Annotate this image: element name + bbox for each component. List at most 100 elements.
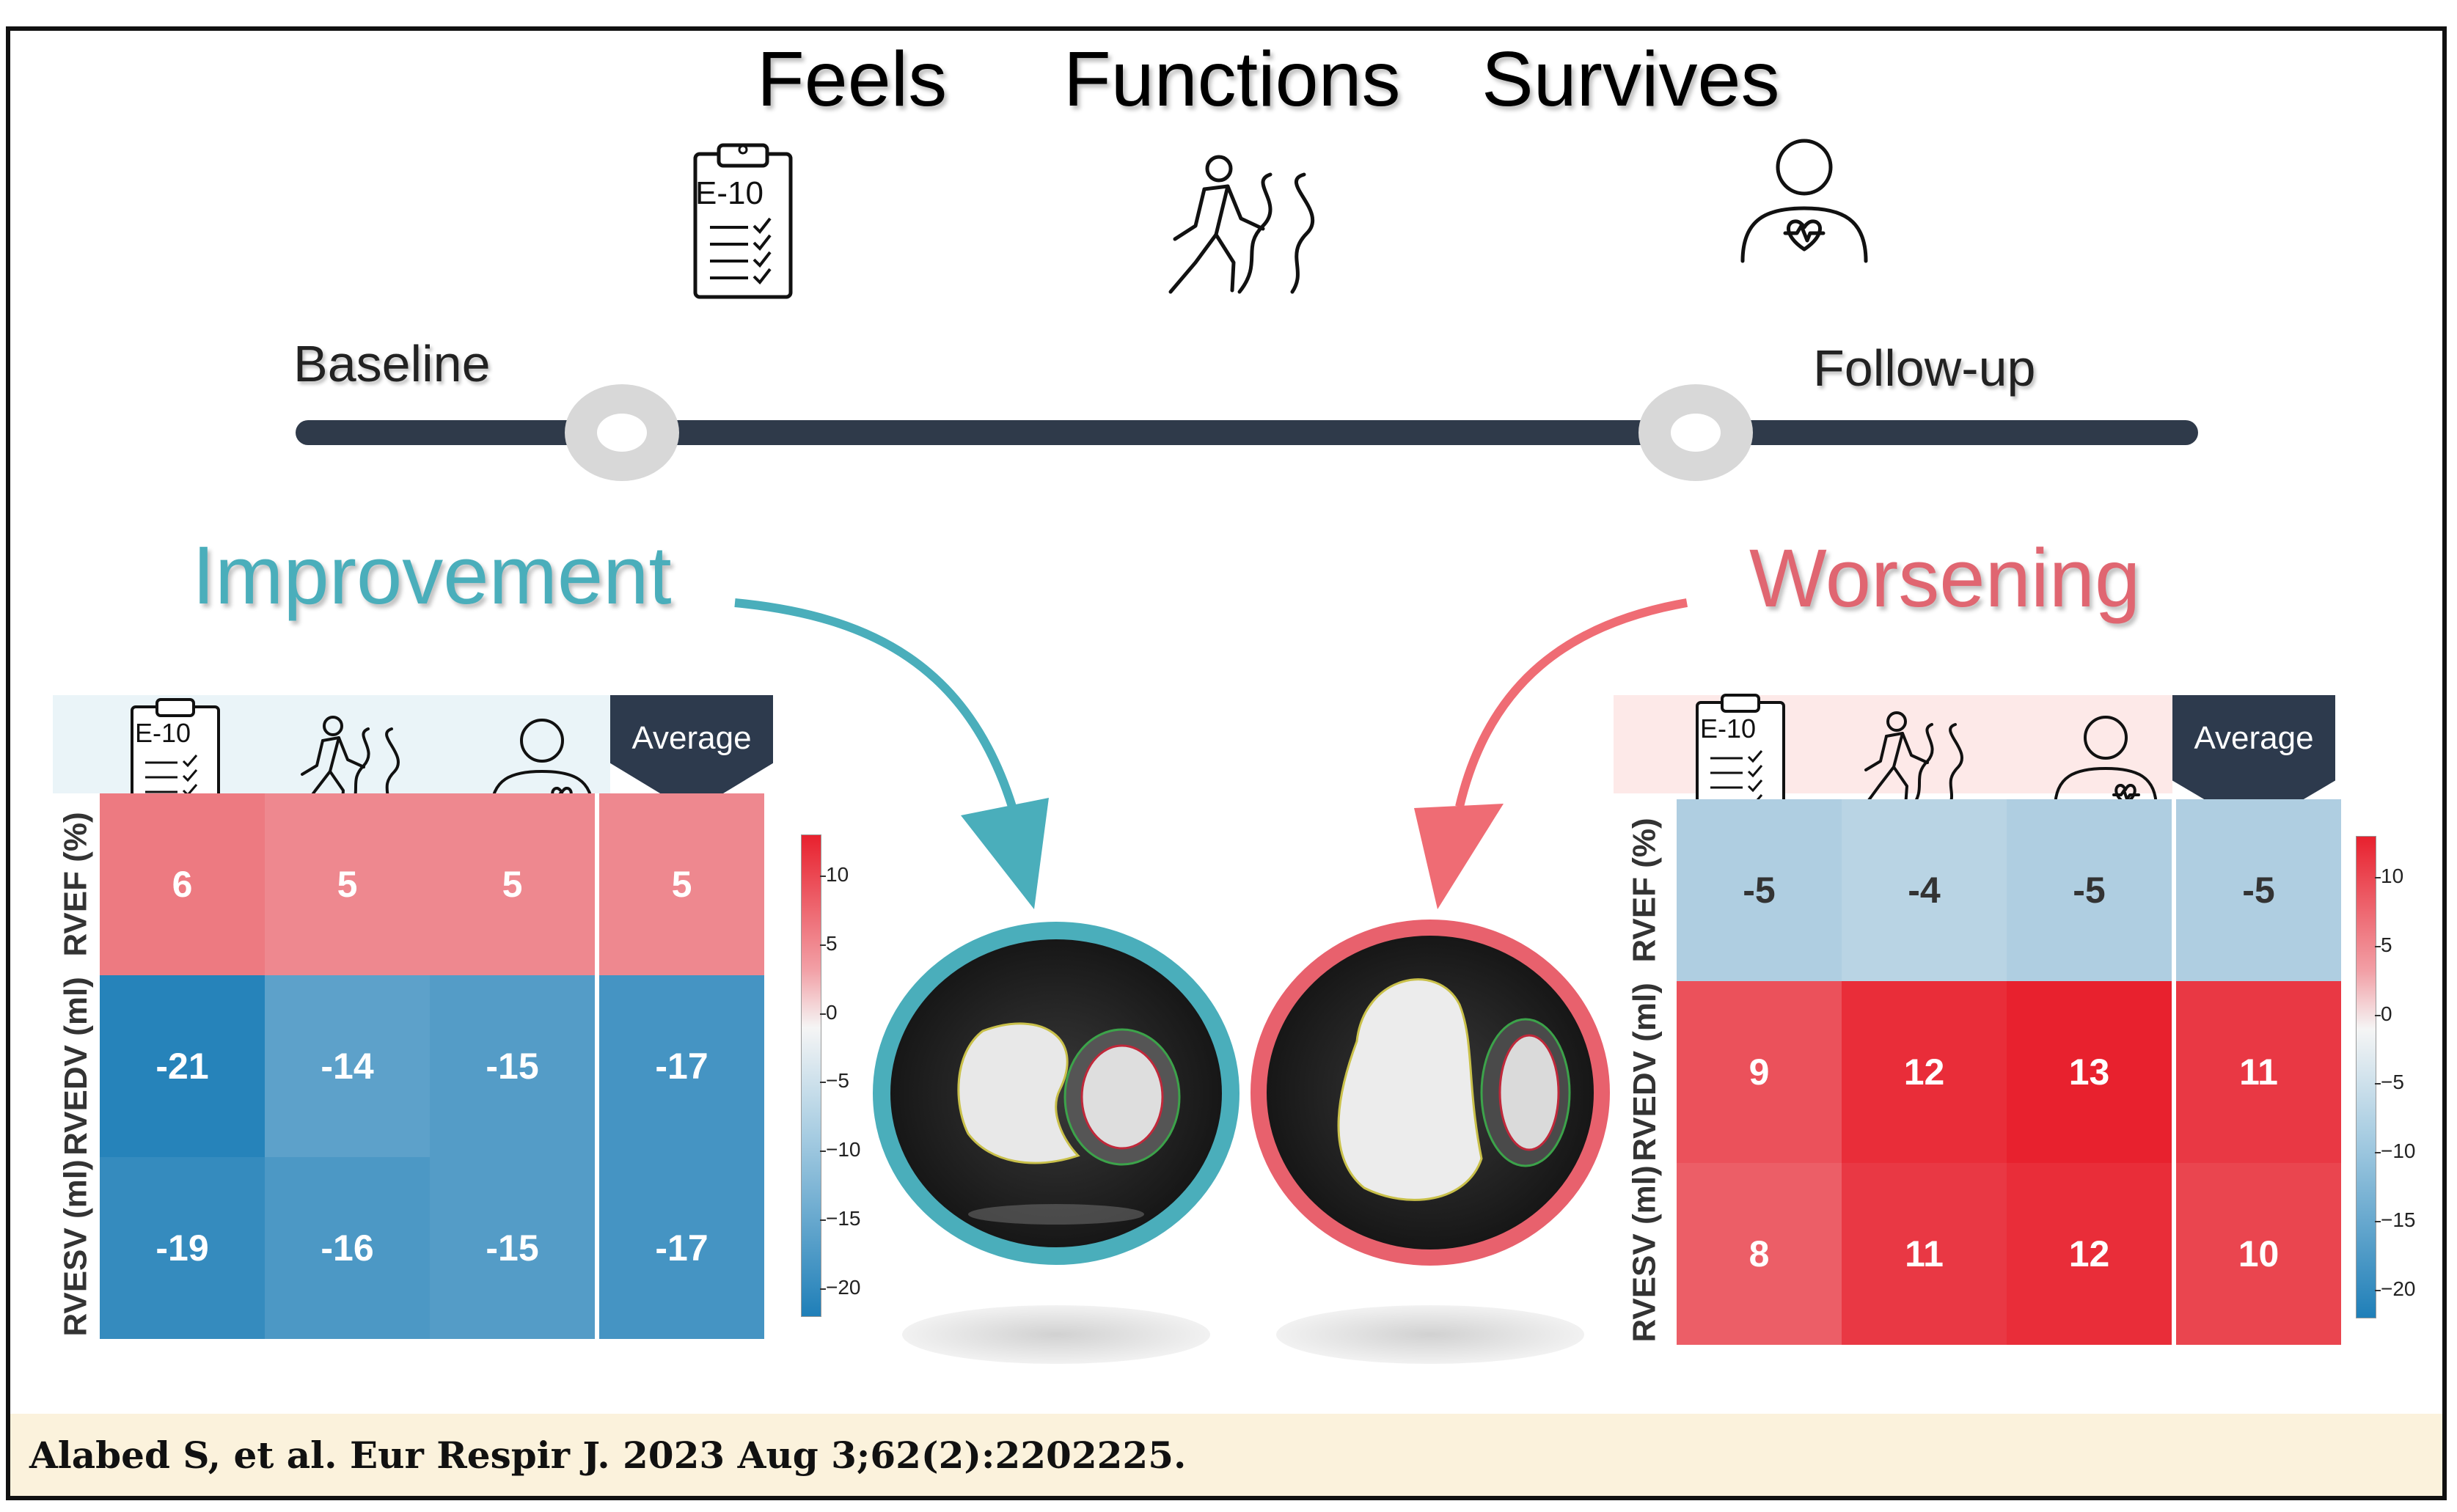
citation-bar: Alabed S, et al. Eur Respir J. 2023 Aug … — [10, 1414, 2442, 1496]
colorbar-tick-label: −5 — [2381, 1071, 2404, 1094]
row-label: RVEDV (ml) — [1614, 981, 1677, 1163]
colorbar-tick-mark — [820, 1150, 826, 1153]
timeline-bar — [296, 384, 2198, 481]
heatmap-cell: 5 — [430, 793, 595, 975]
heatmap-cell: 12 — [2007, 1163, 2172, 1345]
colorbar-tick-label: 0 — [2381, 1002, 2392, 1025]
heatmap-cell: 10 — [2176, 1163, 2341, 1345]
average-separator — [595, 793, 599, 1339]
svg-text:E-10: E-10 — [1700, 713, 1756, 744]
improvement-table: E-10 Average RVEF (%) 6 5 5 5 RVEDV (ml) -21 -1… — [53, 695, 773, 1340]
heatmap-cell: -5 — [1677, 799, 1842, 981]
colorbar-tick-label: −10 — [2381, 1139, 2416, 1163]
followup-label: Follow-up — [1813, 340, 2036, 397]
colorbar-tick-label: 0 — [826, 1000, 838, 1024]
colorbar-tick-mark — [2375, 1014, 2381, 1016]
mri-image-worsening — [1251, 920, 1610, 1266]
colorbar-tick-label: −15 — [826, 1206, 861, 1230]
questionnaire-icon: E-10 — [131, 698, 220, 820]
colorbar-tick-mark — [820, 1013, 826, 1015]
row-label-text: RVEDV (ml) — [1627, 983, 1663, 1161]
row-label-text: RVESV (ml) — [1627, 1165, 1663, 1343]
heatmap-cell: -14 — [265, 975, 430, 1157]
row-label: RVESV (ml) — [53, 1157, 100, 1339]
colorbar-tick-mark — [2375, 1152, 2381, 1154]
heatmap-cell: -15 — [430, 1157, 595, 1339]
average-separator — [2172, 799, 2176, 1345]
colorbar-tick-label: −10 — [826, 1138, 861, 1161]
worsening-table: E-10 Average RVEF (%) -5 -4 -5 -5 RVEDV (ml) 9… — [1614, 694, 2341, 1345]
colorbar-tick-mark — [2375, 1083, 2381, 1085]
citation-text: Alabed S, et al. Eur Respir J. 2023 Aug … — [29, 1433, 1187, 1477]
improvement-title: Improvement — [192, 529, 672, 621]
walking-person-icon — [1861, 711, 1963, 810]
heatmap-cell: -19 — [100, 1157, 265, 1339]
heatmap-cell: -17 — [599, 1157, 764, 1339]
heatmap-cell: 13 — [2007, 981, 2172, 1163]
colorbar-tick-label: −20 — [2381, 1277, 2416, 1300]
heatmap-cell: 8 — [1677, 1163, 1842, 1345]
person-heart-icon — [2054, 716, 2158, 810]
heatmap-cell: -15 — [430, 975, 595, 1157]
colorbar-tick-mark — [2375, 1220, 2381, 1222]
heatmap-cell: 12 — [1842, 981, 2007, 1163]
row-label-text: RVEDV (ml) — [58, 977, 94, 1156]
row-label: RVESV (ml) — [1614, 1163, 1677, 1345]
mri-shadow-left — [902, 1305, 1210, 1364]
improvement-arrow — [734, 598, 1049, 909]
average-header-label: Average — [2194, 720, 2314, 756]
svg-text:E-10: E-10 — [695, 175, 764, 211]
mri-image-improvement — [873, 922, 1240, 1265]
colorbar-left — [801, 834, 821, 1317]
colorbar-tick-mark — [820, 1288, 826, 1290]
followup-marker — [1638, 384, 1753, 481]
colorbar-right — [2356, 836, 2376, 1318]
svg-text:E-10: E-10 — [135, 718, 191, 748]
heatmap-cell: -4 — [1842, 799, 2007, 981]
worsening-title: Worsening — [1749, 532, 2141, 624]
heatmap-cell: -5 — [2007, 799, 2172, 981]
heatmap-cell: 11 — [1842, 1163, 2007, 1345]
heatmap-cell: -16 — [265, 1157, 430, 1339]
colorbar-tick-label: 10 — [826, 863, 849, 887]
colorbar-tick-mark — [2375, 1289, 2381, 1291]
colorbar-tick-label: −15 — [2381, 1208, 2416, 1231]
heatmap-cell: 5 — [599, 793, 764, 975]
colorbar-tick-label: −5 — [826, 1069, 849, 1093]
row-label-text: RVESV (ml) — [58, 1159, 94, 1337]
heading-functions: Functions — [1063, 36, 1401, 122]
mri-shadow-right — [1276, 1305, 1584, 1364]
row-label: RVEDV (ml) — [53, 975, 100, 1157]
worsening-arrow — [1414, 598, 1688, 909]
colorbar-tick-mark — [820, 1219, 826, 1221]
heading-survives: Survives — [1482, 36, 1780, 122]
heatmap-cell: -21 — [100, 975, 265, 1157]
questionnaire-icon: E-10 — [693, 143, 793, 299]
heatmap-cell: -17 — [599, 975, 764, 1157]
colorbar-tick-label: 5 — [2381, 933, 2392, 956]
heatmap-cell: 6 — [100, 793, 265, 975]
walking-person-icon — [1168, 155, 1314, 294]
row-label-text: RVEF (%) — [1627, 818, 1663, 963]
colorbar-tick-label: 5 — [826, 931, 838, 955]
colorbar-tick-mark — [2375, 877, 2381, 879]
heatmap-cell: 5 — [265, 793, 430, 975]
person-heart-icon — [1740, 139, 1868, 263]
baseline-marker — [565, 384, 679, 481]
colorbar-tick-mark — [820, 876, 826, 878]
heading-feels: Feels — [757, 36, 948, 122]
heatmap-cell: 9 — [1677, 981, 1842, 1163]
heatmap-cell: 11 — [2176, 981, 2341, 1163]
row-label: RVEF (%) — [1614, 799, 1677, 981]
baseline-label: Baseline — [293, 335, 491, 392]
colorbar-tick-mark — [820, 1082, 826, 1084]
colorbar-tick-mark — [820, 944, 826, 946]
walking-person-icon — [298, 716, 400, 814]
colorbar-tick-mark — [2375, 945, 2381, 947]
colorbar-tick-label: 10 — [2381, 865, 2404, 888]
questionnaire-icon: E-10 — [1696, 694, 1785, 815]
row-label-text: RVEF (%) — [58, 812, 94, 957]
heatmap-cell: -5 — [2176, 799, 2341, 981]
row-label: RVEF (%) — [53, 793, 100, 975]
colorbar-tick-label: −20 — [826, 1275, 861, 1299]
